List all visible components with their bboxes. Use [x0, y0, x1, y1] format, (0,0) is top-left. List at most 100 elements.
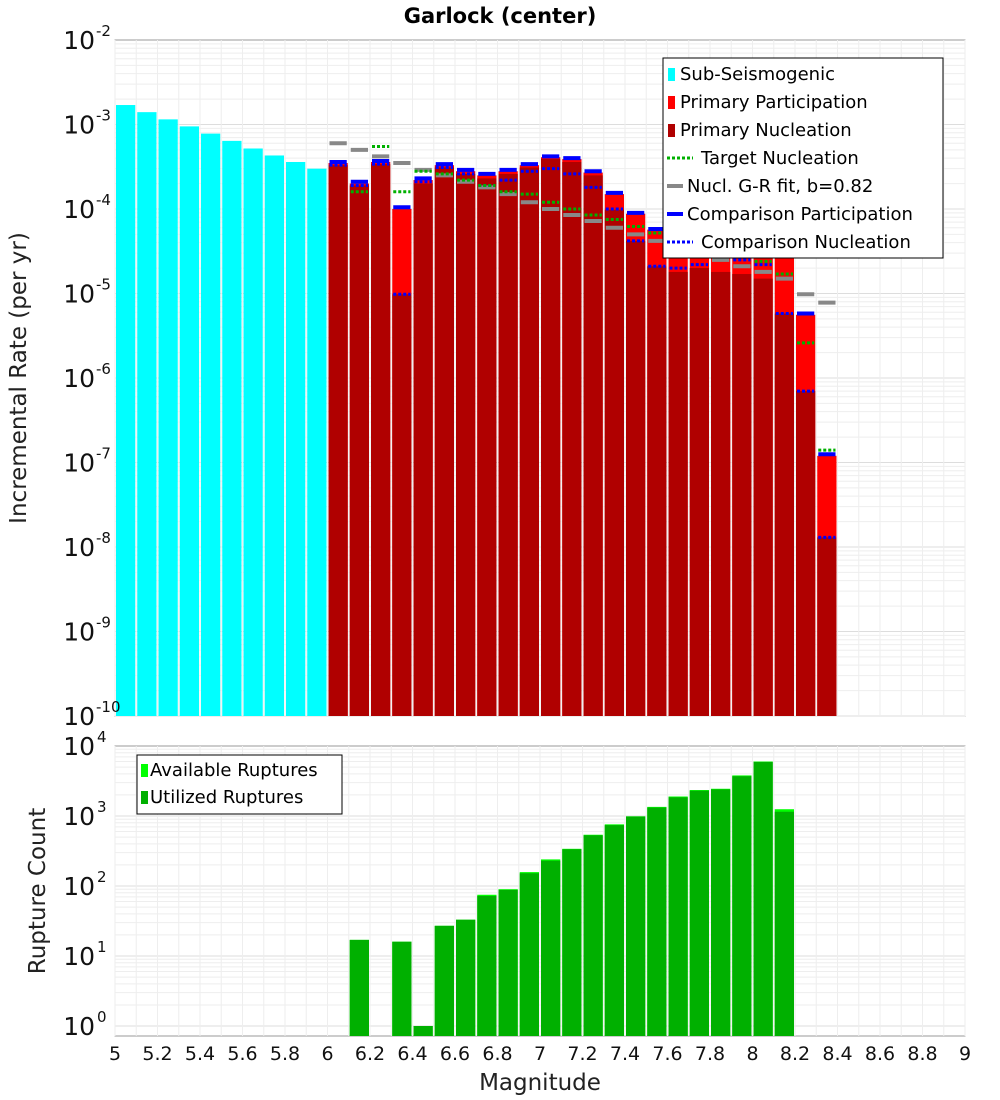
- sub-seismogenic-bar: [201, 133, 221, 716]
- utilized-ruptures-bar: [753, 762, 773, 1036]
- x-tick-label: 8.6: [865, 1043, 895, 1065]
- utilized-ruptures-bar: [434, 925, 454, 1036]
- utilized-ruptures-bar: [519, 873, 539, 1036]
- rupture-y-tick-base: 10: [63, 1012, 95, 1041]
- rate-y-tick-base: 10: [63, 280, 95, 309]
- rate-legend-entry: Primary Nucleation: [668, 120, 852, 141]
- rupture-legend-label: Utilized Ruptures: [150, 787, 303, 808]
- rate-legend-entry: Sub-Seismogenic: [668, 64, 835, 85]
- rate-legend-label: Comparison Nucleation: [701, 232, 911, 253]
- rate-legend: Sub-Seismogenic Primary Participation Prim…: [662, 57, 944, 259]
- utilized-ruptures-bar: [732, 776, 752, 1036]
- rupture-y-tick: 10 4: [63, 728, 106, 761]
- x-axis-label: Magnitude: [479, 1070, 601, 1096]
- utilized-ruptures-bar: [349, 939, 369, 1036]
- rate-line-markers: [329, 141, 836, 539]
- rupture-legend-swatch: [141, 791, 148, 804]
- rupture-y-tick-exp: 3: [97, 798, 107, 816]
- rate-y-tick-exp: -2: [96, 22, 111, 40]
- rupture-y-tick-exp: 4: [97, 728, 107, 746]
- rate-legend-swatch: [668, 96, 675, 109]
- x-tick-label: 6: [321, 1043, 333, 1065]
- utilized-ruptures-bar: [774, 811, 794, 1036]
- rupture-y-tick-exp: 0: [97, 1008, 107, 1026]
- chart-title: Garlock (center): [404, 4, 597, 28]
- primary-nucleation-bar: [711, 271, 731, 716]
- utilized-ruptures-bar: [541, 860, 561, 1036]
- rupture-y-tick-base: 10: [63, 942, 95, 971]
- primary-nucleation-bar: [519, 167, 539, 717]
- utilized-ruptures-bar: [583, 835, 603, 1036]
- utilized-ruptures-bar: [689, 790, 709, 1036]
- primary-nucleation-bar: [647, 266, 667, 716]
- sub-seismogenic-bar: [116, 105, 136, 716]
- rate-legend-entry: Comparison Nucleation: [667, 232, 911, 253]
- rate-legend-label: Primary Nucleation: [680, 120, 852, 141]
- rate-y-tick-exp: -7: [96, 445, 111, 463]
- rate-y-tick-exp: -8: [96, 529, 111, 547]
- primary-nucleation-bar: [477, 178, 497, 717]
- primary-nucleation-bar: [328, 165, 348, 717]
- utilized-ruptures-bar: [392, 941, 412, 1036]
- rate-y-tick-exp: -9: [96, 614, 111, 632]
- x-tick-label: 8.2: [780, 1043, 810, 1065]
- x-tick-label: 7.8: [695, 1043, 725, 1065]
- rate-y-tick: 10 -8: [63, 529, 111, 562]
- utilized-ruptures-bar: [456, 919, 476, 1036]
- utilized-ruptures-bar: [647, 807, 667, 1036]
- primary-nucleation-bar: [498, 173, 518, 716]
- primary-nucleation-bar: [753, 278, 773, 716]
- utilized-ruptures-bar: [711, 789, 731, 1036]
- rupture-y-tick: 10 0: [63, 1008, 106, 1041]
- x-tick-label: 6.4: [397, 1043, 427, 1065]
- rate-legend-label: Sub-Seismogenic: [680, 64, 835, 85]
- utilized-ruptures-bar: [562, 849, 582, 1036]
- rate-y-tick-base: 10: [63, 111, 95, 140]
- utilized-ruptures-bar: [498, 889, 518, 1036]
- rate-legend-swatch: [668, 68, 675, 81]
- sub-seismogenic-bar: [222, 140, 242, 716]
- sub-seismogenic-bar: [286, 161, 306, 716]
- primary-nucleation-bar: [626, 240, 646, 716]
- rupture-bars: [349, 761, 794, 1036]
- rupture-legend-entry: Utilized Ruptures: [141, 787, 303, 808]
- rate-legend-entry: Nucl. G-R fit, b=0.82: [667, 176, 873, 197]
- primary-nucleation-bar: [541, 159, 561, 716]
- rate-y-tick-base: 10: [63, 364, 95, 393]
- sub-seismogenic-bar: [158, 119, 178, 716]
- rate-y-tick-base: 10: [63, 533, 95, 562]
- x-tick-label: 8.8: [907, 1043, 937, 1065]
- rupture-y-tick-base: 10: [63, 802, 95, 831]
- rate-legend-entry: Target Nucleation: [667, 148, 859, 169]
- primary-nucleation-bar: [604, 209, 624, 716]
- rate-y-tick-exp: -4: [96, 191, 111, 209]
- rate-y-tick: 10 -4: [63, 191, 111, 224]
- primary-nucleation-bar: [689, 268, 709, 716]
- rupture-legend-swatch: [141, 764, 148, 777]
- rupture-y-tick-exp: 1: [97, 938, 107, 956]
- utilized-ruptures-bar: [413, 1026, 433, 1036]
- rupture-y-axis-label: Rupture Count: [25, 808, 51, 974]
- rate-legend-box: [662, 57, 944, 259]
- x-tick-label: 6.2: [355, 1043, 385, 1065]
- rate-legend-entry: Primary Participation: [668, 92, 868, 113]
- rate-legend-label: Primary Participation: [680, 92, 868, 113]
- rate-y-tick: 10 -7: [63, 445, 111, 478]
- rate-legend-label: Comparison Participation: [687, 204, 913, 225]
- rupture-legend-label: Available Ruptures: [150, 760, 318, 781]
- x-tick-label: 7.2: [567, 1043, 597, 1065]
- rupture-gridlines: [114, 746, 966, 1036]
- x-tick-label: 6.8: [482, 1043, 512, 1065]
- rate-y-tick: 10 -3: [63, 107, 111, 140]
- x-tick-label: 5: [109, 1043, 121, 1065]
- utilized-ruptures-bar: [477, 895, 497, 1036]
- primary-nucleation-bar: [392, 294, 412, 716]
- rupture-y-tick-base: 10: [63, 732, 95, 761]
- x-ticks: 5 5.2 5.4 5.6 5.8 6 6.2 6.4 6.6 6.8 7 7.2 7.4 7.6 7.8 8…: [109, 1043, 971, 1065]
- rate-y-tick-exp: -10: [96, 698, 121, 716]
- primary-nucleation-bar: [732, 274, 752, 716]
